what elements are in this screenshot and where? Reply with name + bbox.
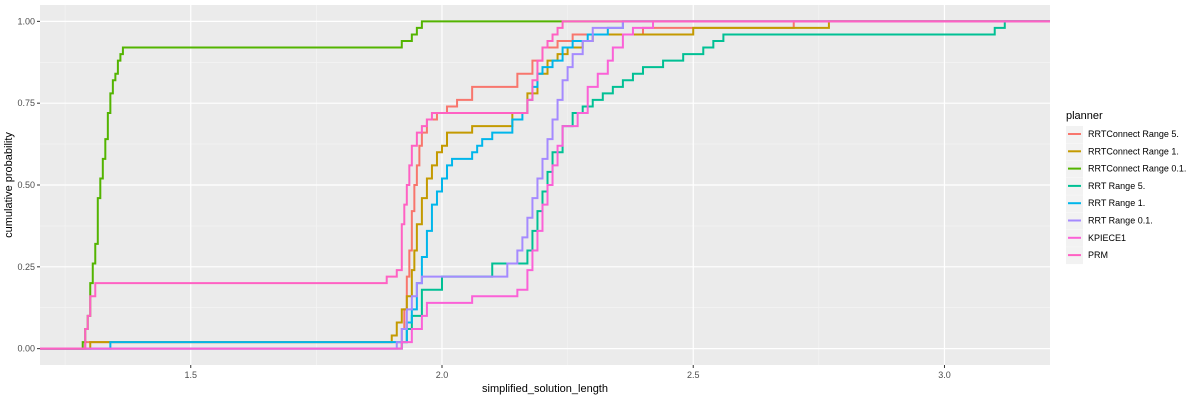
series-line-rrt-range-0-1 xyxy=(40,20,1050,350)
legend: planner RRTConnect Range 5.RRTConnect Ra… xyxy=(1066,110,1186,265)
series-line-prm xyxy=(40,20,1050,350)
legend-label-rrt-range-5: RRT Range 5. xyxy=(1088,181,1145,191)
x-tick-label-0: 1.5 xyxy=(184,370,197,380)
legend-label-rrtconnect-range-0-1: RRTConnect Range 0.1. xyxy=(1088,164,1186,174)
x-tick-label-1: 2.0 xyxy=(436,370,449,380)
y-tick-label-0: 0.00 xyxy=(17,344,35,354)
legend-title: planner xyxy=(1066,110,1103,122)
y-tick-label-2: 0.50 xyxy=(17,180,35,190)
legend-label-rrtconnect-range-1: RRTConnect Range 1. xyxy=(1088,146,1179,156)
legend-label-rrtconnect-range-5: RRTConnect Range 5. xyxy=(1088,129,1179,139)
y-tick-label-4: 1.00 xyxy=(17,16,35,26)
legend-label-kpiece1: KPIECE1 xyxy=(1088,233,1126,243)
legend-label-rrt-range-0-1: RRT Range 0.1. xyxy=(1088,216,1153,226)
legend-label-prm: PRM xyxy=(1088,250,1108,260)
legend-label-rrt-range-1: RRT Range 1. xyxy=(1088,198,1145,208)
y-tick-label-1: 0.25 xyxy=(17,262,35,272)
x-tick-label-3: 3.0 xyxy=(938,370,951,380)
x-axis-ticks: 1.5 2.0 2.5 3.0 xyxy=(184,365,951,380)
series-lines xyxy=(40,20,1050,350)
y-tick-label-3: 0.75 xyxy=(17,98,35,108)
y-axis-title: cumulative probability xyxy=(3,132,15,238)
x-axis-title: simplified_solution_length xyxy=(482,383,608,395)
legend-items: RRTConnect Range 5. RRTConnect Range 1. RR… xyxy=(1066,126,1186,265)
series-line-rrtconnect-range-1 xyxy=(40,20,1050,350)
series-line-kpiece1 xyxy=(40,20,1050,350)
x-tick-label-2: 2.5 xyxy=(687,370,700,380)
y-axis-ticks: 0.00 0.25 0.50 0.75 1.00 xyxy=(17,16,40,354)
